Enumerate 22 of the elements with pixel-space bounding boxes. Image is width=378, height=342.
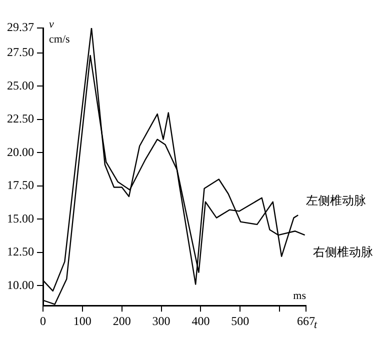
series-label: 左侧椎动脉 bbox=[306, 193, 366, 208]
x-tick-label: 500 bbox=[231, 314, 250, 328]
y-tick-label: 17.50 bbox=[7, 178, 34, 192]
annotation: ms bbox=[293, 290, 306, 302]
x-tick-label: 0 bbox=[40, 314, 46, 328]
x-tick-label: 200 bbox=[112, 314, 131, 328]
y-tick-label: 29.37 bbox=[7, 20, 34, 34]
y-tick-label: 12.50 bbox=[7, 244, 34, 259]
x-axis-title: t bbox=[314, 318, 318, 331]
y-tick-label: 10.00 bbox=[7, 278, 34, 292]
y-tick-label: 15.00 bbox=[7, 211, 34, 226]
y-tick-label: 20.00 bbox=[7, 144, 34, 159]
y-axis-title: v bbox=[49, 18, 54, 30]
y-tick-label: 27.50 bbox=[7, 45, 34, 60]
annotation: cm/s bbox=[49, 33, 70, 46]
x-tick-label: 400 bbox=[192, 314, 210, 328]
x-tick-label: 100 bbox=[73, 314, 92, 328]
series-label: 右侧椎动脉 bbox=[312, 245, 373, 260]
y-tick-label: 25.00 bbox=[7, 78, 34, 92]
x-tick-label: 300 bbox=[152, 314, 170, 328]
x-tick-label: 667 bbox=[297, 314, 315, 328]
y-tick-label: 22.50 bbox=[7, 112, 34, 126]
